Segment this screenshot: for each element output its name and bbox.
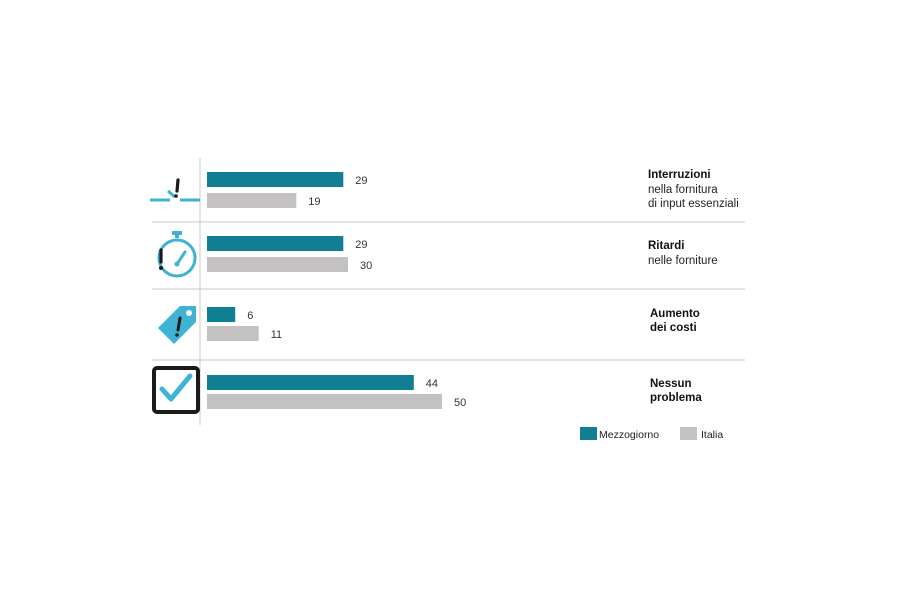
legend-swatch-italia bbox=[680, 427, 697, 440]
bar-value-label-mezzogiorno-2: 6 bbox=[247, 310, 253, 322]
legend-swatch-mezzogiorno bbox=[580, 427, 597, 440]
bar-italia-0 bbox=[207, 193, 297, 208]
category-label-aumento: Aumento bbox=[650, 308, 700, 320]
category-label-interruzioni: Interruzioni bbox=[648, 169, 711, 181]
bar-value-label-italia-3: 50 bbox=[454, 397, 466, 409]
bar-value-label-italia-1: 30 bbox=[360, 260, 372, 272]
category-sublabel: problema bbox=[650, 392, 702, 404]
legend-label-mezzogiorno: Mezzogiorno bbox=[599, 429, 659, 441]
bar-mezzogiorno-0 bbox=[207, 172, 344, 187]
bars-group: 29 29 6 44 19 30 11 50 bbox=[207, 172, 466, 409]
category-label-nessun: Nessun bbox=[650, 378, 692, 390]
bar-mezzogiorno-3 bbox=[207, 375, 414, 390]
legend: Mezzogiorno Italia bbox=[580, 427, 723, 441]
category-label-ritardi: Ritardi bbox=[648, 240, 684, 252]
category-sublabel: dei costi bbox=[650, 322, 697, 334]
bar-value-label-mezzogiorno-1: 29 bbox=[355, 239, 367, 251]
broken-supply-line-icon bbox=[150, 178, 200, 202]
bar-italia-3 bbox=[207, 394, 442, 409]
bar-mezzogiorno-1 bbox=[207, 236, 344, 251]
category-sublabel: nella fornitura bbox=[648, 184, 718, 196]
category-sublabel: di input essenziali bbox=[648, 198, 739, 210]
bar-value-label-mezzogiorno-0: 29 bbox=[355, 175, 367, 187]
bar-mezzogiorno-2 bbox=[207, 307, 236, 322]
bar-value-label-mezzogiorno-3: 44 bbox=[426, 378, 438, 390]
bar-italia-2 bbox=[207, 326, 259, 341]
bar-value-label-italia-0: 19 bbox=[308, 196, 320, 208]
legend-label-italia: Italia bbox=[701, 429, 723, 441]
bar-value-label-italia-2: 11 bbox=[271, 329, 282, 341]
price-tag-icon bbox=[158, 306, 196, 344]
stopwatch-icon bbox=[157, 231, 197, 278]
category-sublabel: nelle forniture bbox=[648, 255, 718, 267]
checkbox-check-icon bbox=[152, 366, 200, 414]
bar-italia-1 bbox=[207, 257, 348, 272]
